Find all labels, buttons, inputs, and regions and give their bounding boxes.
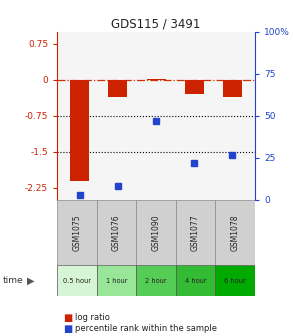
Text: log ratio: log ratio <box>75 313 110 322</box>
Bar <box>97 200 136 265</box>
Text: 6 hour: 6 hour <box>224 278 246 284</box>
Text: 0.5 hour: 0.5 hour <box>63 278 91 284</box>
Bar <box>136 200 176 265</box>
Title: GDS115 / 3491: GDS115 / 3491 <box>111 18 201 31</box>
Text: ■: ■ <box>63 312 72 323</box>
Bar <box>57 265 97 296</box>
Text: GSM1075: GSM1075 <box>72 214 81 251</box>
Text: GSM1076: GSM1076 <box>112 214 121 251</box>
Bar <box>215 200 255 265</box>
Text: percentile rank within the sample: percentile rank within the sample <box>75 324 217 333</box>
Bar <box>70 80 89 181</box>
Text: GSM1078: GSM1078 <box>231 214 240 251</box>
Bar <box>97 265 136 296</box>
Bar <box>176 265 215 296</box>
Bar <box>176 200 215 265</box>
Bar <box>185 80 204 94</box>
Text: 1 hour: 1 hour <box>106 278 127 284</box>
Text: GSM1077: GSM1077 <box>191 214 200 251</box>
Bar <box>108 80 127 97</box>
Text: 2 hour: 2 hour <box>145 278 167 284</box>
Text: 4 hour: 4 hour <box>185 278 206 284</box>
Text: ■: ■ <box>63 324 72 334</box>
Bar <box>223 80 242 97</box>
Text: GSM1090: GSM1090 <box>151 214 161 251</box>
Bar <box>215 265 255 296</box>
Bar <box>57 200 97 265</box>
Text: ▶: ▶ <box>27 276 35 286</box>
Bar <box>146 79 166 80</box>
Text: time: time <box>3 276 23 285</box>
Bar <box>136 265 176 296</box>
